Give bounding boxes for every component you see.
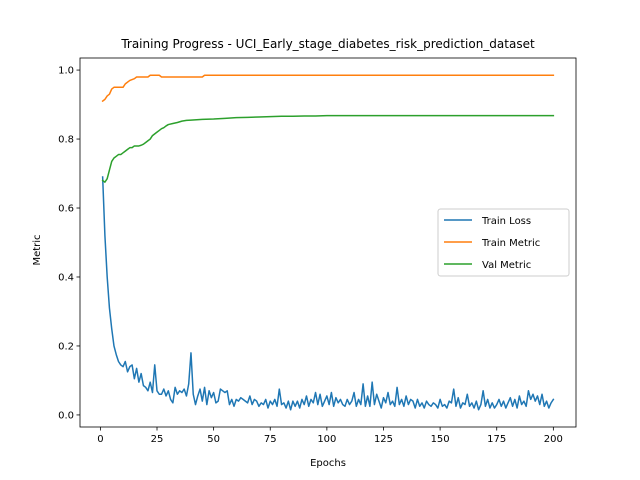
legend-label: Val Metric: [482, 260, 531, 271]
x-tick-label: 50: [207, 434, 220, 445]
y-tick-label: 0.6: [58, 204, 74, 215]
legend-label: Train Metric: [481, 238, 540, 249]
series-line-train-loss: [101, 176, 555, 411]
chart-title: Training Progress - UCI_Early_stage_diab…: [120, 37, 535, 51]
x-tick-label: 75: [264, 434, 277, 445]
y-axis: 0.0 0.2 0.4 0.6 0.8 1.0: [58, 66, 80, 421]
y-tick-label: 0.0: [58, 410, 74, 421]
x-tick-label: 200: [544, 434, 563, 445]
series-line-train-metric: [101, 74, 555, 103]
x-tick-label: 0: [97, 434, 103, 445]
y-tick-label: 1.0: [58, 66, 74, 77]
x-tick-label: 100: [317, 434, 336, 445]
legend-label: Train Loss: [481, 216, 531, 227]
x-tick-label: 150: [431, 434, 450, 445]
legend-box: [437, 208, 570, 277]
plot-area: [79, 57, 577, 428]
x-axis: 0 25 50 75 100 125 150 175 200: [97, 427, 563, 445]
series-line-val-metric: [101, 114, 555, 183]
y-axis-label: Metric: [32, 234, 43, 265]
x-tick-label: 125: [374, 434, 393, 445]
legend: Train Loss Train Metric Val Metric: [437, 208, 570, 277]
x-tick-label: 175: [487, 434, 506, 445]
y-tick-label: 0.4: [58, 272, 74, 283]
y-tick-label: 0.8: [58, 135, 74, 146]
y-tick-label: 0.2: [58, 341, 74, 352]
axes-frame: [79, 57, 577, 428]
x-axis-label: Epochs: [310, 458, 346, 469]
x-tick-label: 25: [151, 434, 164, 445]
